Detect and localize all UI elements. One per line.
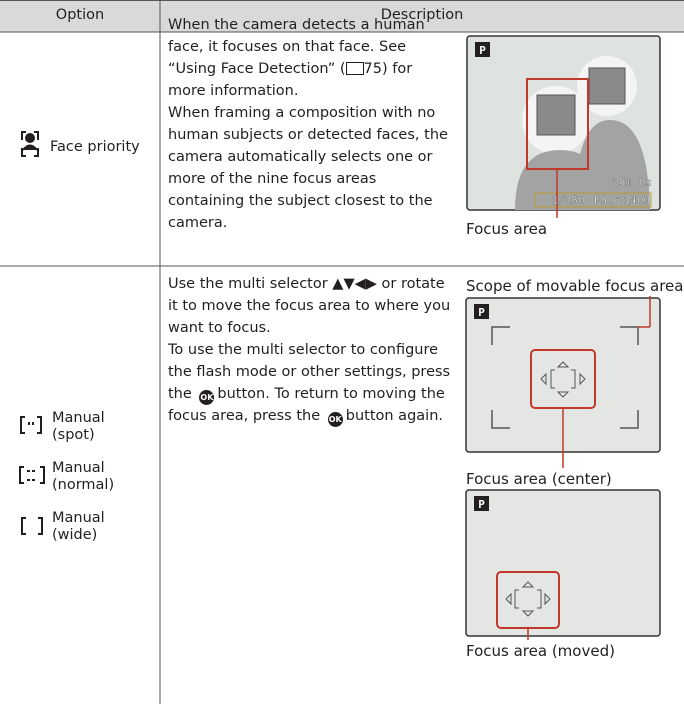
option-label: Manual (spot) [52, 410, 105, 444]
text: button again. [345, 408, 443, 424]
text: To use the multi selector to configure t… [168, 342, 451, 402]
text: 75) for more information. [168, 61, 413, 99]
header-option: Option [55, 7, 105, 23]
text: (spot) [52, 427, 95, 443]
text: button. To return to moving the focus ar… [168, 386, 445, 424]
caption: Focus area (center) [466, 470, 612, 488]
header-description: Description [380, 7, 464, 23]
caption: Focus area (moved) [466, 642, 615, 660]
description: Use the multi selector ▲▼◀▶ or rotate it… [168, 273, 453, 427]
mode: P [479, 44, 486, 57]
caption: Focus area [466, 220, 548, 238]
text: (wide) [52, 527, 98, 543]
time: 25m 0s [612, 176, 652, 189]
aperture: F5.6 [594, 194, 621, 207]
description: When the camera detects a human face, it… [168, 14, 453, 234]
caption: Scope of movable focus area [466, 277, 684, 295]
option-label: Manual (normal) [52, 460, 114, 494]
text: When framing a composition with no human… [168, 105, 448, 231]
mode: P [478, 306, 485, 319]
text: Use the multi selector ▲▼◀▶ or rotate it… [168, 276, 451, 336]
shutter: 1/250 [551, 194, 584, 207]
mode: P [478, 498, 485, 511]
text: Manual [52, 460, 105, 476]
text: (normal) [52, 477, 115, 493]
shots: 1400 [624, 194, 651, 207]
text: Manual [52, 510, 105, 526]
option-label: Manual (wide) [52, 510, 105, 544]
text: Manual [52, 410, 105, 426]
option-label: Face priority [50, 139, 140, 155]
text: When the camera detects a human face, it… [168, 17, 425, 77]
